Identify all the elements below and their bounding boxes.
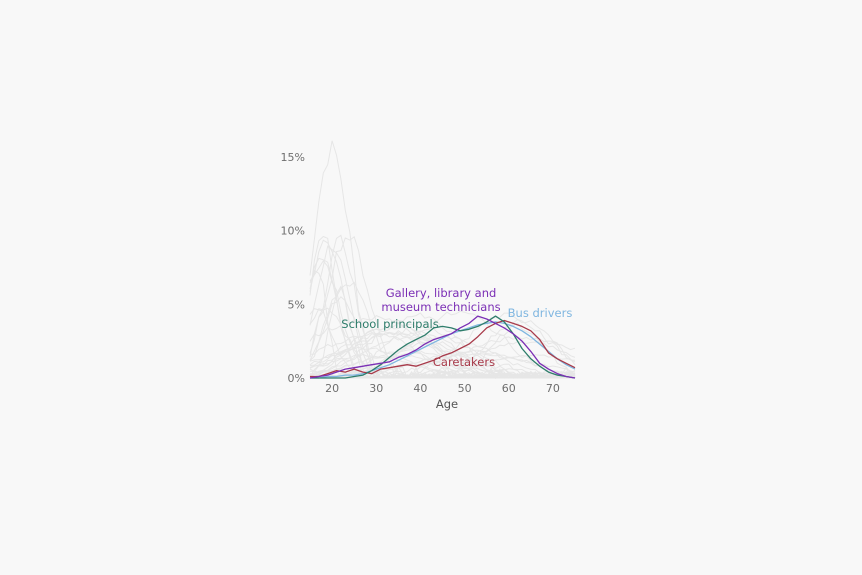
y-tick-label: 10% (281, 225, 305, 238)
background-line (309, 330, 576, 379)
x-axis-title: Age (436, 397, 458, 411)
x-tick-label: 30 (369, 382, 383, 395)
x-tick-label: 50 (458, 382, 472, 395)
background-line (309, 349, 576, 379)
series-line-caretakers (310, 319, 576, 378)
y-tick-label: 5% (288, 298, 305, 311)
highlighted-series (309, 315, 576, 379)
x-tick-label: 60 (502, 382, 516, 395)
series-line-gallery-library-and-museum-technicians (309, 315, 576, 379)
series-label: Bus drivers (508, 306, 573, 320)
x-tick-label: 20 (325, 382, 339, 395)
series-label: Caretakers (433, 355, 495, 369)
x-tick-label: 40 (413, 382, 427, 395)
background-line (309, 340, 576, 379)
series-label: museum technicians (381, 300, 500, 314)
series-label: Gallery, library and (386, 286, 497, 300)
background-series-lines (309, 140, 576, 380)
series-line-school-principals (310, 315, 576, 379)
background-line (309, 331, 576, 379)
x-tick-label: 70 (546, 382, 560, 395)
background-line (309, 331, 576, 379)
background-line (309, 336, 576, 379)
series-line-bus-drivers (310, 321, 576, 379)
y-tick-label: 0% (288, 372, 305, 385)
y-axis-ticks: 0% 5% 10% 15% (281, 151, 305, 385)
x-axis-ticks: 20 30 40 50 60 70 (325, 382, 560, 395)
y-tick-label: 15% (281, 151, 305, 164)
series-label: School principals (341, 317, 438, 331)
background-line (309, 315, 576, 379)
